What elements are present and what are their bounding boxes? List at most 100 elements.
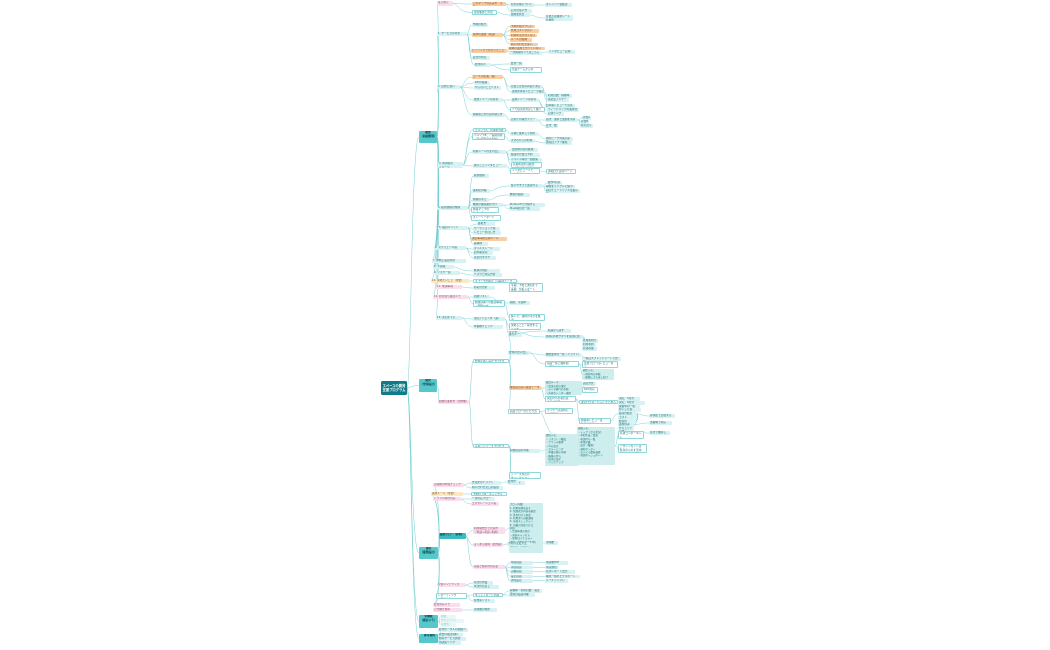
mindmap-node-L1d[interactable]: 非機能 （検討メモ） bbox=[419, 615, 438, 628]
mindmap-node-t1L[interactable]: 申請画面 bbox=[510, 561, 533, 565]
mindmap-node-d5[interactable]: 四半期レビューで見直し bbox=[545, 104, 575, 108]
mindmap-node-c19[interactable]: イベント時の一括確保 bbox=[510, 158, 542, 162]
mindmap-node-a1[interactable]: はじめに bbox=[437, 1, 453, 6]
mindmap-node-b33[interactable]: リスクと対応方針 bbox=[473, 273, 502, 277]
mindmap-node-b47[interactable]: 利用開始までの流れ （申請→承認→利用） bbox=[473, 527, 505, 534]
mindmap-node-f7[interactable]: 拡張性 bbox=[618, 419, 634, 423]
mindmap-node-e2[interactable]: 担当B bbox=[580, 120, 589, 124]
mindmap-node-L1c[interactable]: 運用 （業務設計） bbox=[419, 547, 438, 559]
mindmap-node-t1R[interactable]: 申請書PDF bbox=[545, 561, 568, 565]
mindmap-node-b12[interactable]: 成果イメージの共有 bbox=[473, 98, 503, 102]
mindmap-node-hub2[interactable]: 実装〜リリースプロセス bbox=[473, 444, 509, 448]
mindmap-node-b54[interactable]: 手順書の場所 bbox=[473, 608, 497, 612]
mindmap-node-d25[interactable]: ワイヤーは週内に 共有予定 bbox=[545, 408, 573, 414]
mindmap-node-c5[interactable]: 変更点は履歴シート を参照 bbox=[545, 15, 573, 21]
mindmap-node-t3R[interactable]: 月次レポート出力 bbox=[545, 570, 575, 574]
mindmap-node-a4[interactable]: 3. 利用者の イメージ bbox=[438, 162, 463, 168]
mindmap-node-b21[interactable]: 機能の優先順位づけ bbox=[472, 203, 503, 207]
mindmap-node-c35[interactable]: 画面フローのたたき台 bbox=[508, 409, 540, 414]
mindmap-node-ylA[interactable]: 運用ルール（重要） bbox=[431, 492, 463, 496]
mindmap-node-b52[interactable]: ダッシュボードの項目 bbox=[473, 593, 503, 597]
mindmap-node-t2L[interactable]: 承認画面 bbox=[510, 565, 533, 569]
mindmap-node-a9[interactable]: 8. 予算感 bbox=[433, 265, 454, 269]
mindmap-node-c20[interactable]: 定期利用の自動化 （繰り返し設定） bbox=[511, 162, 542, 168]
mindmap-node-b17[interactable]: 困りごとインタビュー bbox=[473, 164, 507, 168]
mindmap-node-c32[interactable]: 進行ルール bbox=[508, 333, 522, 337]
mindmap-node-d17[interactable]: 結論から話す bbox=[547, 329, 571, 333]
mindmap-node-c41b[interactable]: 更新は毎週月曜 bbox=[509, 593, 535, 597]
mindmap-node-t5L[interactable]: 通知設定 bbox=[510, 579, 533, 583]
mindmap-node-t4L[interactable]: 設定画面 bbox=[510, 574, 533, 578]
mindmap-node-b50[interactable]: 月次の作業 bbox=[473, 581, 493, 585]
mindmap-node-pkB[interactable]: トラブル時の対応 bbox=[433, 497, 461, 501]
mindmap-node-c11[interactable]: 達成条件はレビューで確定 bbox=[511, 90, 545, 94]
mindmap-node-g6[interactable]: 可用性 bbox=[440, 623, 456, 627]
mindmap-node-c33[interactable]: 要件の洗い出し bbox=[508, 351, 530, 355]
mindmap-node-e6[interactable]: 利用者向け bbox=[582, 343, 596, 347]
mindmap-node-d7[interactable]: 記録テンプレ bbox=[547, 112, 564, 116]
mindmap-node-h1[interactable]: 社内ポータルの関連ページ bbox=[438, 628, 468, 632]
mindmap-node-c27[interactable]: 今期：予約と通知まで 来期：分析レポート 将来：外部連携 bbox=[509, 283, 543, 292]
mindmap-node-d3[interactable]: 利用回数・稼働率 bbox=[547, 94, 572, 98]
mindmap-node-co6[interactable]: 現場の運用と合っていない bbox=[508, 46, 545, 50]
mindmap-node-c25[interactable]: MoSCoWで分類する bbox=[509, 203, 545, 207]
mindmap-node-b34[interactable]: スコープの確定（今期はどこまで） bbox=[473, 279, 517, 283]
mindmap-node-c39[interactable]: 社内告知 bbox=[507, 480, 519, 484]
mindmap-node-b22[interactable]: 価値マップの 作成メモ bbox=[471, 207, 499, 213]
mindmap-node-b1[interactable]: このマップの読み方・凡例 bbox=[472, 2, 506, 6]
mindmap-node-c29[interactable]: 情シス：連携の可否を確認 総務：運用ルールの確認 bbox=[509, 314, 545, 321]
mindmap-node-a7[interactable]: 6. スケジュール感 bbox=[434, 246, 466, 250]
mindmap-node-e14[interactable]: 関係者レビューは 隔週で実施 bbox=[579, 418, 611, 424]
mindmap-node-d10[interactable]: 朝のピーク対策が必要 bbox=[545, 137, 573, 141]
mindmap-node-e11[interactable]: 認証方式 bbox=[582, 382, 596, 386]
mindmap-node-c28[interactable]: 期限：今週中 bbox=[509, 301, 530, 305]
mindmap-node-b39[interactable]: 準備物チェック bbox=[473, 325, 503, 329]
mindmap-node-a2[interactable]: 1. サービスの背景 bbox=[437, 32, 467, 36]
mindmap-node-f4[interactable]: 却下した案 bbox=[618, 408, 641, 412]
mindmap-node-h3[interactable]: 類似サービス調査 bbox=[438, 637, 466, 641]
mindmap-node-a3[interactable]: 2. 目的と狙い bbox=[437, 85, 460, 89]
mindmap-node-a13[interactable]: 12. 持ち帰り検討メモ bbox=[433, 295, 468, 299]
mindmap-node-co1[interactable]: 予約が取りづらい bbox=[510, 24, 535, 28]
mindmap-node-e10[interactable]: 補足メモ： ・例外時の挙動 ・権限による出し分け ・多言語は対象外 bbox=[582, 369, 614, 380]
mindmap-node-hub1[interactable]: 要件定義〜設計プロセス bbox=[473, 359, 509, 363]
mindmap-node-co3[interactable]: 利用状況が見えない bbox=[510, 33, 537, 37]
mindmap-node-c15[interactable]: 午前に集中して利用 bbox=[510, 132, 538, 136]
mindmap-node-L1a[interactable]: 概要 （前提整理） bbox=[419, 131, 437, 143]
mindmap-node-pkA[interactable]: 公開前の準備チェック bbox=[433, 483, 464, 487]
mindmap-node-b32[interactable]: 概算の内訳 bbox=[473, 269, 500, 273]
mindmap-node-c24[interactable]: 無償の範囲 bbox=[509, 193, 530, 197]
mindmap-node-pkF[interactable]: 監査対応メモ bbox=[433, 603, 460, 607]
mindmap-node-c21[interactable]: インタビューメモ （3名分） bbox=[510, 168, 540, 174]
mindmap-node-pkD[interactable]: 画面と帳票の対応表 bbox=[473, 565, 505, 569]
mindmap-node-b43[interactable]: 問い合わせ窓口の設置 bbox=[471, 486, 503, 490]
mindmap-node-pkC[interactable]: よくある質問（社内版） bbox=[473, 543, 503, 547]
mindmap-node-c17[interactable]: 出社時の席の確保 bbox=[511, 148, 538, 152]
mindmap-node-c7[interactable]: インタビュー記録 bbox=[548, 50, 575, 54]
mindmap-node-a5[interactable]: 4. 提供価値の整理 bbox=[437, 206, 468, 210]
mindmap-node-b13[interactable]: 関係者との合意の取り方 bbox=[472, 113, 505, 117]
mindmap-node-b15[interactable]: ペルソナB：一般利用者 （週1回程度の利用） bbox=[472, 133, 505, 140]
mindmap-node-b4[interactable]: 現状の課題（仮説） bbox=[472, 33, 503, 37]
mindmap-node-b37[interactable]: 関連部署への確認事項 （期限つき） bbox=[473, 300, 505, 307]
mindmap-node-b18[interactable]: 提供価値 bbox=[473, 174, 489, 178]
mindmap-node-c2[interactable]: オレンジ＝要確認 bbox=[545, 3, 572, 7]
mindmap-node-b31[interactable]: 直近のタスク bbox=[473, 256, 496, 260]
mindmap-node-b5[interactable]: ヒアリングで分かったこと bbox=[471, 49, 507, 53]
mindmap-node-b35[interactable]: 命名の方針 bbox=[473, 286, 495, 290]
mindmap-node-c41a[interactable]: 稼働率・利用回数・満足度 bbox=[509, 589, 542, 593]
mindmap-node-e13[interactable]: 決定ログはこちらにまとめる bbox=[579, 400, 618, 404]
mindmap-node-b23[interactable]: ストーリーボード （たたき台） bbox=[471, 215, 501, 221]
mindmap-node-c12[interactable]: 完成イメージの共有会 bbox=[511, 98, 538, 102]
mindmap-node-g1[interactable]: 評価表で比較する bbox=[649, 414, 675, 418]
mindmap-node-d8[interactable]: 週次：進捗と課題を共有 bbox=[545, 118, 578, 122]
mindmap-node-e3[interactable]: 持ち回り bbox=[580, 124, 593, 128]
mindmap-node-b24[interactable]: 進め方 bbox=[477, 222, 495, 226]
mindmap-node-c3[interactable]: 記号の使い方 bbox=[510, 9, 532, 13]
mindmap-node-d23[interactable]: 検討テーマ： ・認証方式の選定 ・データ移行の手順 ・外部カレンダー連携 ・通知… bbox=[545, 381, 582, 395]
mindmap-node-f5[interactable]: 検討の観点 bbox=[618, 412, 637, 416]
mindmap-node-f12[interactable]: デザインガイドは 既存のものを流用 bbox=[618, 444, 647, 453]
mindmap-node-co4[interactable]: ルールが曖昧 bbox=[510, 38, 532, 42]
mindmap-node-f11[interactable]: 共通コンポーネント の洗い出し bbox=[618, 431, 644, 439]
